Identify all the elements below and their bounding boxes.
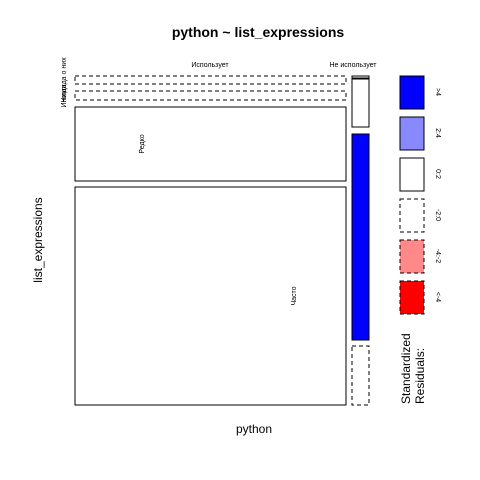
legend-label: >4	[434, 88, 441, 96]
y-axis-label: list_expressions	[31, 197, 45, 282]
y-category-label: Редко	[139, 134, 146, 153]
legend-label: 0:2	[434, 169, 441, 179]
legend-label: -2:0	[434, 209, 441, 221]
legend-label: <-4	[434, 292, 441, 302]
legend-swatch	[399, 157, 425, 192]
legend-swatch	[399, 198, 425, 233]
y-category-label: Никогда о них	[61, 57, 68, 103]
mosaic-cell	[351, 133, 370, 341]
legend: >4 2:4 0:2 -2:0 -4:-2 <-4 Standardized Residual…	[399, 75, 441, 404]
chart-title: python ~ list_expressions	[172, 24, 345, 40]
y-category-label: Часто	[291, 286, 298, 305]
category-labels: Использует Не использует Никогда о нихИног…	[61, 57, 377, 306]
legend-title: Residuals:	[413, 348, 427, 404]
legend-title: Standardized	[399, 333, 413, 404]
mosaic-cell	[74, 106, 347, 182]
y-category-label: Иногда	[61, 84, 68, 107]
legend-label: 2:4	[434, 128, 441, 138]
legend-swatch	[399, 75, 425, 110]
legend-swatch	[399, 239, 425, 274]
mosaic-cells	[74, 75, 370, 406]
mosaic-cell	[351, 78, 370, 128]
x-category-label: Использует	[191, 62, 229, 69]
mosaic-cell	[351, 75, 370, 79]
legend-swatch	[399, 116, 425, 151]
mosaic-cell	[74, 90, 347, 101]
legend-swatch	[399, 280, 425, 315]
legend-label: -4:-2	[434, 249, 441, 264]
mosaic-cell	[351, 345, 370, 406]
mosaic-cell	[74, 186, 347, 406]
x-axis-label: python	[236, 422, 272, 436]
x-category-label: Не использует	[330, 62, 378, 69]
mosaic-cell	[74, 75, 347, 85]
